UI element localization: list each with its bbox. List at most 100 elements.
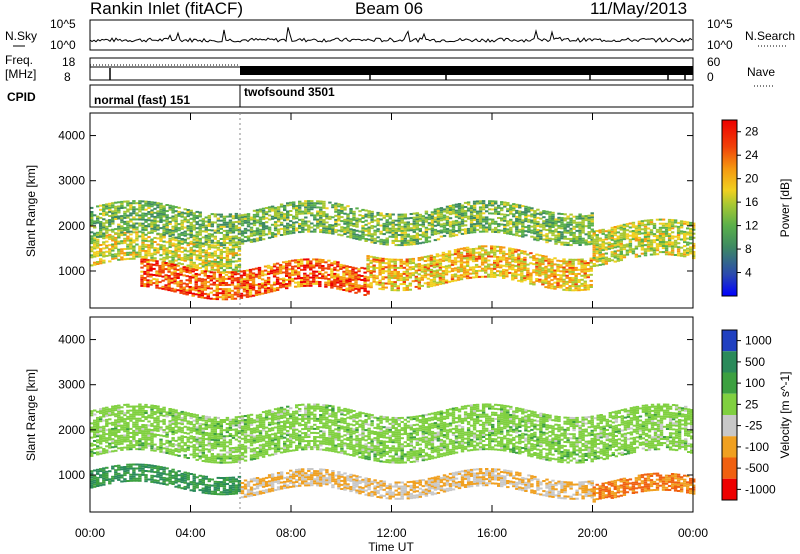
- echo-cell: [237, 218, 242, 221]
- echo-cell: [595, 238, 599, 241]
- echo-cell: [143, 258, 147, 261]
- echo-cell: [441, 282, 446, 285]
- echo-cell: [566, 223, 570, 226]
- echo-cell: [225, 235, 230, 238]
- echo-cell: [396, 277, 400, 280]
- echo-cell: [237, 266, 242, 268]
- echo-cell: [336, 265, 340, 268]
- echo-cell: [432, 282, 437, 285]
- echo-cell: [583, 266, 587, 269]
- echo-cell: [188, 271, 192, 274]
- echo-cell: [249, 216, 254, 219]
- echo-cell: [369, 282, 373, 285]
- echo-cell: [99, 260, 103, 263]
- echo-cell: [243, 213, 248, 216]
- echo-cell: [105, 437, 109, 440]
- nsky-frame: [89, 19, 694, 51]
- echo-cell: [487, 259, 491, 262]
- echo-cell: [445, 211, 450, 214]
- echo-cell: [655, 247, 660, 250]
- echo-cell: [264, 221, 269, 224]
- echo-cell: [170, 287, 174, 290]
- echo-cell: [508, 265, 512, 268]
- echo-cell: [289, 220, 293, 223]
- echo-cell: [140, 278, 144, 281]
- echo-cell: [445, 217, 450, 220]
- echo-cell: [201, 224, 206, 227]
- echo-cell: [108, 422, 112, 425]
- echo-cell: [553, 287, 557, 290]
- echo-cell: [385, 225, 389, 228]
- echo-cell: [303, 258, 307, 261]
- echo-cell: [474, 257, 479, 260]
- echo-cell: [105, 406, 109, 409]
- echo-cell: [204, 253, 209, 256]
- echo-cell: [372, 274, 376, 277]
- echo-cell: [177, 229, 181, 232]
- echo-cell: [432, 274, 437, 277]
- echo-cell: [497, 210, 501, 213]
- echo-cell: [266, 289, 271, 292]
- echo-cell: [150, 437, 154, 440]
- echo-cell: [503, 215, 507, 218]
- freq-dropouts: [109, 68, 686, 80]
- echo-cell: [408, 262, 413, 265]
- echo-cell: [388, 229, 392, 232]
- echo-cell: [536, 223, 540, 225]
- echo-cell: [474, 270, 479, 272]
- echo-cell: [478, 212, 483, 215]
- echo-cell: [670, 223, 675, 226]
- echo-cell: [393, 285, 397, 288]
- echo-cell: [560, 235, 564, 238]
- echo-cell: [391, 225, 395, 228]
- echo-cell: [565, 264, 569, 267]
- echo-cell: [295, 211, 299, 214]
- echo-cell: [560, 219, 564, 222]
- echo-cell: [155, 284, 159, 287]
- echo-cell: [102, 425, 106, 428]
- echo-cell: [111, 212, 115, 215]
- echo-cell: [114, 431, 118, 434]
- echo-cell: [676, 221, 681, 224]
- echo-cell: [340, 226, 344, 229]
- echo-cell: [556, 263, 560, 266]
- echo-cell: [99, 408, 103, 411]
- echo-cell: [616, 243, 621, 246]
- echo-cell: [358, 230, 362, 233]
- echo-cell: [333, 281, 337, 283]
- echo-cell: [415, 242, 420, 245]
- echo-cell: [162, 406, 166, 409]
- echo-cell: [494, 212, 498, 215]
- echo-cell: [646, 241, 651, 244]
- echo-cell: [417, 279, 422, 282]
- echo-cell: [475, 214, 480, 217]
- echo-cell: [686, 247, 690, 250]
- echo-cell: [289, 214, 293, 216]
- echo-cell: [93, 226, 97, 229]
- echo-cell: [228, 235, 233, 238]
- echo-cell: [96, 420, 100, 423]
- echo-cell: [667, 225, 672, 227]
- echo-cell: [471, 276, 476, 279]
- echo-cell: [640, 238, 645, 241]
- echo-cell: [183, 234, 187, 237]
- echo-cell: [123, 231, 127, 234]
- echo-cell: [120, 428, 124, 431]
- echo-cell: [469, 225, 474, 228]
- echo-cell: [234, 241, 239, 244]
- echo-cell: [584, 217, 588, 220]
- echo-cell: [108, 219, 112, 222]
- echo-cell: [255, 229, 260, 232]
- cpid-frame: [89, 84, 694, 108]
- echo-cell: [275, 272, 280, 275]
- echo-cell: [505, 263, 509, 266]
- echo-cell: [195, 246, 199, 249]
- echo-cell: [168, 426, 172, 429]
- echo-cell: [159, 426, 163, 429]
- echo-cell: [411, 259, 416, 262]
- echo-cell: [322, 215, 326, 217]
- echo-cell: [535, 259, 539, 262]
- echo-cell: [261, 217, 266, 220]
- echo-cell: [399, 258, 403, 261]
- echo-cell: [402, 279, 407, 281]
